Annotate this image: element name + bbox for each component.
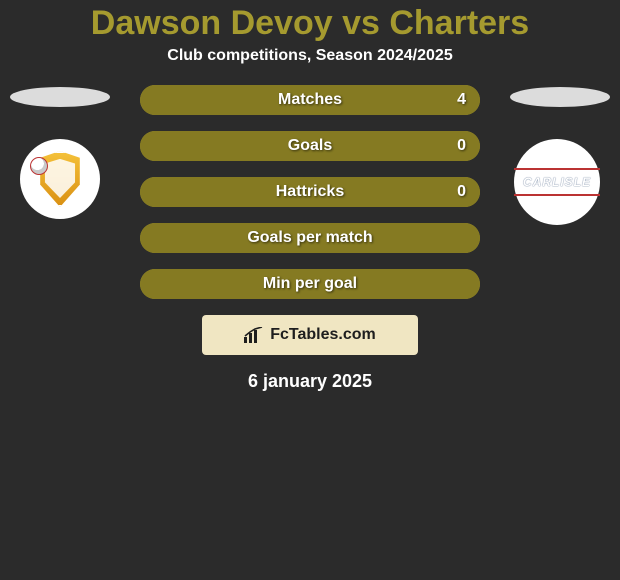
bar-chart-icon	[244, 327, 264, 343]
player-left-photo	[10, 87, 110, 107]
brand-text: FcTables.com	[270, 326, 376, 344]
comparison-date: 6 january 2025	[0, 371, 620, 392]
carlisle-crest-icon: CARLISLE	[518, 171, 596, 193]
stat-bar: Matches 4	[140, 85, 480, 115]
mk-dons-crest-icon	[38, 151, 82, 207]
stat-value-right: 0	[457, 183, 466, 201]
comparison-subtitle: Club competitions, Season 2024/2025	[0, 47, 620, 65]
stat-label: Goals per match	[247, 229, 372, 247]
stat-label: Hattricks	[276, 183, 344, 201]
stat-bar: Hattricks 0	[140, 177, 480, 207]
comparison-title: Dawson Devoy vs Charters	[0, 0, 620, 43]
team-left-badge	[20, 139, 100, 219]
comparison-stage: CARLISLE Matches 4 Goals 0 Hattricks 0 Goals p…	[0, 85, 620, 299]
stat-bar: Goals per match	[140, 223, 480, 253]
stat-bar: Goals 0	[140, 131, 480, 161]
stat-label: Goals	[288, 137, 332, 155]
player-right-photo	[510, 87, 610, 107]
stat-label: Matches	[278, 91, 342, 109]
team-right-badge: CARLISLE	[514, 139, 600, 225]
stat-bar: Min per goal	[140, 269, 480, 299]
stat-value-right: 4	[457, 91, 466, 109]
team-right-text: CARLISLE	[523, 175, 591, 189]
brand-pill[interactable]: FcTables.com	[202, 315, 418, 355]
stat-bars: Matches 4 Goals 0 Hattricks 0 Goals per match M…	[140, 85, 480, 299]
stat-value-right: 0	[457, 137, 466, 155]
stat-label: Min per goal	[263, 275, 357, 293]
